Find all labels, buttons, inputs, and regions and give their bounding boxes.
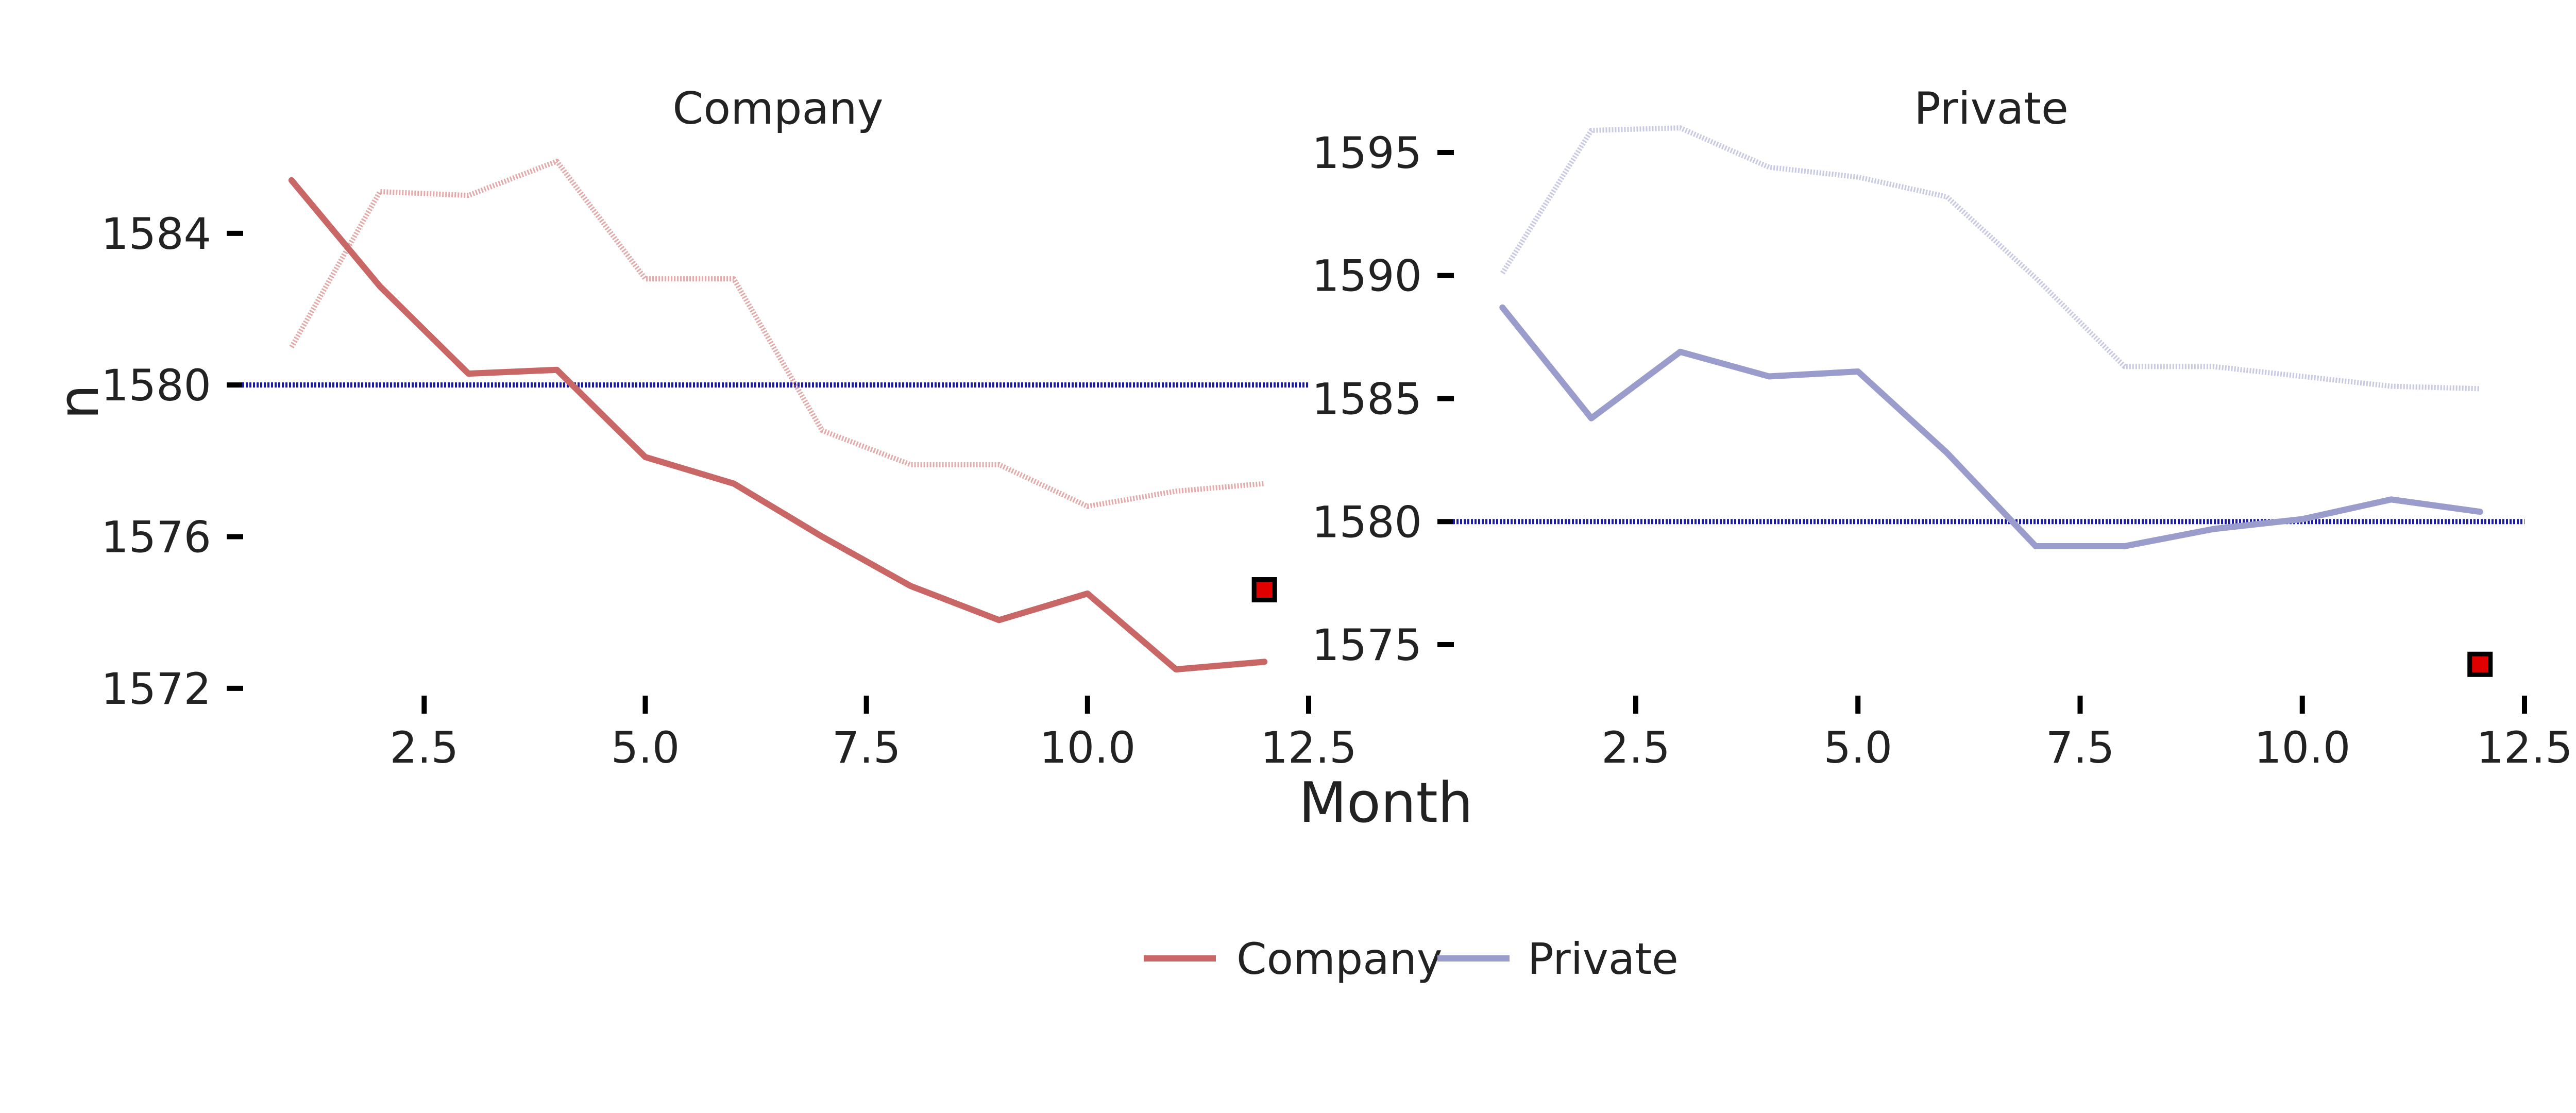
panel-2: Private 1575 1580 1585 1590 1595 2.5 5.0 7.5 10.0…	[1312, 83, 2572, 773]
y-tick-label: 1572	[101, 664, 211, 714]
x-tick-label: 2.5	[1601, 722, 1670, 773]
chart-panels: Company 1572 1576 1580 1584 2.5 5.0 7.5 10.0 12.5…	[101, 83, 2572, 773]
point-marker	[1251, 577, 1277, 603]
x-tick-label: 10.0	[1039, 722, 1136, 773]
dotted-series-line	[1500, 125, 2480, 392]
legend-label: Company	[1236, 934, 1443, 984]
x-tick-label: 10.0	[2254, 722, 2350, 773]
y-tick-label: 1576	[101, 512, 211, 563]
x-tick-label: 12.5	[1260, 722, 1357, 773]
legend: Company Private	[1144, 934, 1679, 984]
y-tick-label: 1584	[101, 209, 211, 259]
legend-item-company: Company	[1144, 934, 1443, 984]
panel-1: Company 1572 1576 1580 1584 2.5 5.0 7.5 10.0 12.5	[101, 83, 1357, 773]
y-tick-label: 1580	[1312, 497, 1422, 547]
y-tick-label: 1590	[1312, 251, 1422, 301]
y-tick-label: 1580	[101, 360, 211, 411]
legend-label: Private	[1528, 934, 1679, 984]
x-tick-label: 7.5	[2046, 722, 2115, 773]
series-line-private	[1499, 304, 2483, 549]
y-tick-label: 1595	[1312, 128, 1422, 178]
dotted-series-line	[289, 159, 1265, 509]
panel-title: Private	[1914, 83, 2069, 134]
x-tick-label: 2.5	[390, 722, 459, 773]
x-tick-label: 12.5	[2476, 722, 2572, 773]
y-tick-label: 1585	[1312, 374, 1422, 425]
x-axis-title: Month	[1299, 771, 1473, 835]
x-tick-label: 7.5	[832, 722, 901, 773]
point-marker	[2467, 651, 2493, 677]
x-tick-label: 5.0	[1823, 722, 1892, 773]
series-line-company	[288, 177, 1268, 673]
legend-item-private: Private	[1437, 934, 1679, 984]
y-tick-label: 1575	[1312, 620, 1422, 670]
y-axis-title: n	[47, 384, 111, 419]
x-tick-label: 5.0	[611, 722, 680, 773]
panel-title: Company	[672, 83, 883, 134]
